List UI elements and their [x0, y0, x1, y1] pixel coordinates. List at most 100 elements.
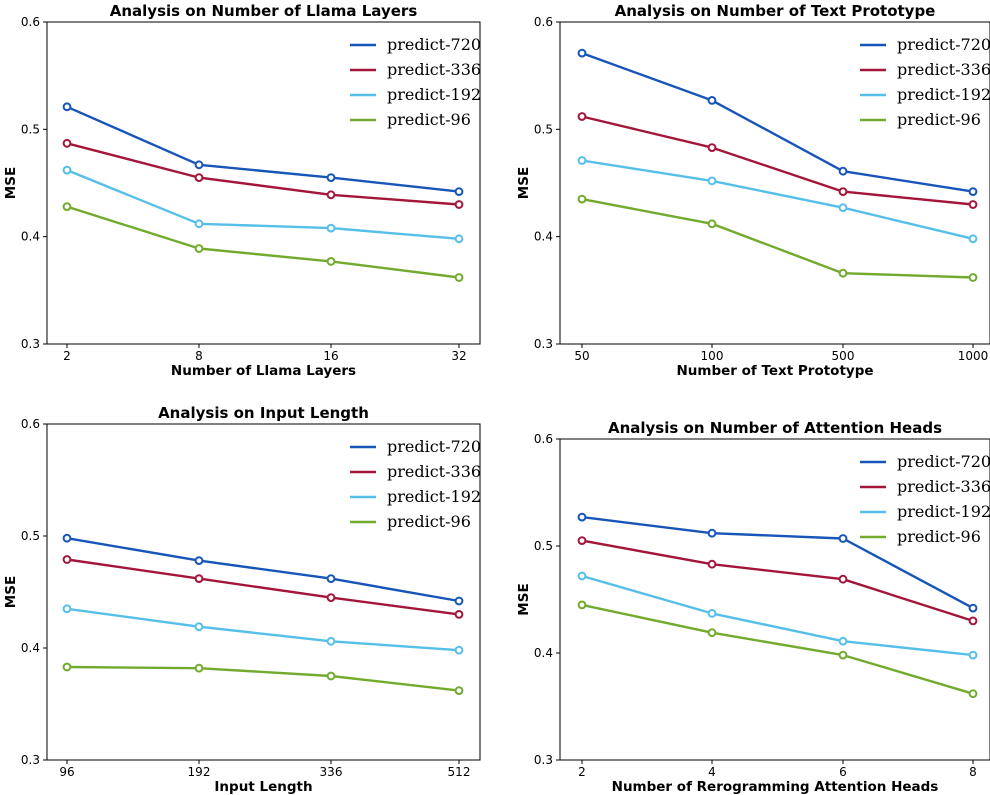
data-point-predict-192 [577, 571, 587, 581]
x-tick-label: 32 [451, 349, 466, 363]
data-point-predict-96 [326, 257, 336, 266]
y-tick-label: 0.6 [534, 15, 553, 29]
y-tick-label: 0.6 [21, 417, 40, 431]
x-tick-label: 8 [195, 349, 203, 363]
data-point-predict-96 [707, 219, 717, 229]
x-tick-label: 336 [320, 765, 343, 779]
chart-panel-3: Analysis on Input Length 0.3 0.4 0.5 0.6 96 19… [3, 404, 481, 795]
plot-frame [559, 21, 990, 345]
data-point-predict-720 [707, 528, 717, 538]
legend-label: predict-96 [387, 110, 471, 129]
data-point-predict-192 [707, 176, 717, 186]
y-tick-label: 0.3 [534, 753, 553, 767]
data-point-predict-192 [968, 234, 978, 244]
chart-title: Analysis on Number of Attention Heads [608, 419, 942, 437]
data-point-predict-192 [326, 223, 336, 233]
chart-panel-2: Analysis on Number of Text Prototype 0.3 0… [516, 2, 990, 379]
series-line-predict-192 [66, 168, 460, 240]
x-tick-label: 192 [188, 765, 211, 779]
series-line-predict-336 [66, 558, 460, 616]
y-tick-label: 0.5 [21, 529, 40, 543]
data-point-predict-720 [194, 556, 204, 565]
data-point-predict-720 [326, 574, 336, 583]
y-tick-label: 0.5 [534, 122, 553, 136]
data-point-predict-192 [454, 234, 464, 244]
data-point-predict-96 [194, 663, 204, 673]
y-axis-label: MSE [516, 167, 532, 199]
data-point-predict-720 [707, 96, 717, 105]
data-point-predict-336 [707, 559, 717, 569]
data-point-predict-96 [454, 273, 464, 282]
data-point-predict-720 [577, 512, 587, 522]
legend-label: predict-336 [897, 60, 990, 79]
data-point-predict-336 [454, 200, 464, 209]
x-tick-label: 1000 [958, 349, 989, 363]
data-point-predict-720 [838, 534, 848, 543]
legend: predict-720 predict-336 predict-192 predict… [860, 35, 990, 129]
series-line-predict-336 [581, 539, 974, 623]
y-tick-label: 0.3 [21, 753, 40, 767]
x-axis-label: Number of Rerogramming Attention Heads [612, 779, 939, 795]
plot-frame [559, 438, 990, 761]
data-point-predict-192 [838, 636, 848, 646]
data-point-predict-96 [454, 686, 464, 695]
data-point-predict-720 [62, 102, 72, 112]
chart-title: Analysis on Number of Text Prototype [615, 2, 936, 20]
data-point-predict-96 [707, 628, 717, 638]
data-point-predict-720 [454, 187, 464, 197]
chart-panel-4: Analysis on Number of Attention Heads 0.3… [516, 419, 990, 795]
y-axis-label: MSE [516, 583, 532, 615]
data-point-predict-96 [62, 662, 72, 672]
x-tick-label: 500 [832, 349, 855, 363]
legend-label: predict-336 [387, 60, 481, 79]
series-line-predict-336 [581, 115, 974, 206]
legend-label: predict-720 [897, 452, 990, 471]
data-point-predict-720 [838, 166, 848, 176]
legend-label: predict-720 [387, 437, 481, 456]
y-tick-label: 0.3 [534, 337, 553, 351]
data-point-predict-720 [454, 596, 464, 606]
x-tick-label: 50 [574, 349, 589, 363]
data-point-predict-192 [62, 165, 72, 175]
legend-label: predict-192 [897, 85, 990, 104]
x-axis-label: Number of Text Prototype [676, 363, 873, 379]
x-axis-label: Input Length [214, 779, 312, 795]
data-point-predict-336 [454, 610, 464, 619]
data-point-predict-336 [62, 138, 72, 148]
x-tick-label: 8 [969, 765, 977, 779]
y-axis-label: MSE [3, 576, 19, 608]
data-point-predict-336 [838, 187, 848, 197]
legend-label: predict-336 [387, 462, 481, 481]
data-point-predict-336 [838, 574, 848, 584]
series-line-predict-720 [66, 105, 460, 193]
data-point-predict-192 [194, 219, 204, 229]
series-line-predict-96 [66, 205, 460, 279]
data-point-predict-192 [326, 636, 336, 646]
x-tick-label: 4 [708, 765, 716, 779]
y-tick-label: 0.4 [21, 230, 40, 244]
data-point-predict-192 [194, 622, 204, 632]
data-point-predict-336 [577, 536, 587, 545]
legend-label: predict-96 [897, 527, 981, 546]
data-point-predict-720 [194, 160, 204, 170]
series-line-predict-96 [581, 603, 974, 695]
data-point-predict-720 [968, 603, 978, 613]
data-point-predict-192 [62, 604, 72, 614]
x-tick-label: 2 [578, 765, 586, 779]
series-line-predict-336 [66, 142, 460, 206]
x-tick-label: 6 [839, 765, 847, 779]
y-tick-label: 0.5 [534, 539, 553, 553]
data-point-predict-720 [577, 48, 587, 58]
x-axis-label: Number of Llama Layers [171, 363, 356, 379]
data-point-predict-96 [968, 273, 978, 282]
data-point-predict-720 [968, 187, 978, 197]
series-line-predict-192 [581, 159, 974, 240]
data-point-predict-336 [577, 112, 587, 121]
data-point-predict-336 [968, 200, 978, 209]
data-point-predict-96 [62, 202, 72, 212]
data-point-predict-96 [577, 600, 587, 610]
data-point-predict-96 [326, 671, 336, 681]
y-tick-label: 0.5 [21, 122, 40, 136]
data-point-predict-96 [838, 650, 848, 660]
legend-label: predict-192 [387, 487, 481, 506]
